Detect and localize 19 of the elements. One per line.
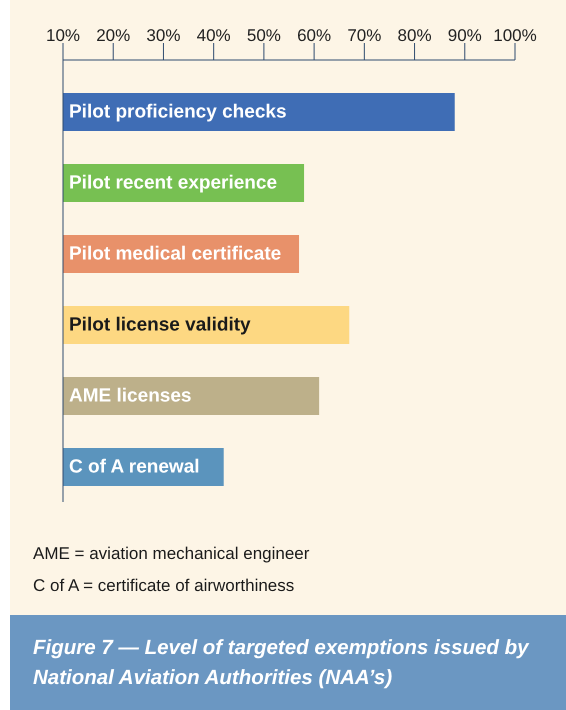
- x-tick-label: 80%: [398, 26, 432, 45]
- x-tick-label: 20%: [96, 26, 130, 45]
- x-tick-label: 60%: [297, 26, 332, 45]
- y-tick-label: AME licenses: [69, 386, 192, 406]
- y-tick-label: Pilot recent experience: [69, 172, 278, 194]
- x-tick-label: 10%: [46, 26, 80, 45]
- x-tick-label: 40%: [196, 26, 231, 45]
- x-tick-label: 70%: [347, 26, 382, 45]
- text: Figure 7 — Level of targeted exemptions issued by National Aviation Authorities (NAA’s): [33, 635, 530, 691]
- text: C of A = certificate of airworthiness: [33, 575, 296, 597]
- x-tick-label: 50%: [246, 26, 281, 45]
- x-tick-label: 30%: [146, 26, 180, 45]
- y-tick-label: C of A renewal: [69, 456, 200, 478]
- x-tick-label: 100%: [493, 26, 537, 45]
- y-tick-label: Pilot license validity: [69, 314, 252, 336]
- y-tick-label: Pilot medical certificate: [69, 244, 282, 264]
- y-tick-label: Pilot proficiency checks: [69, 102, 287, 122]
- x-tick-label: 90%: [448, 26, 482, 45]
- text: AME = aviation mechanical engineer: [33, 543, 310, 565]
